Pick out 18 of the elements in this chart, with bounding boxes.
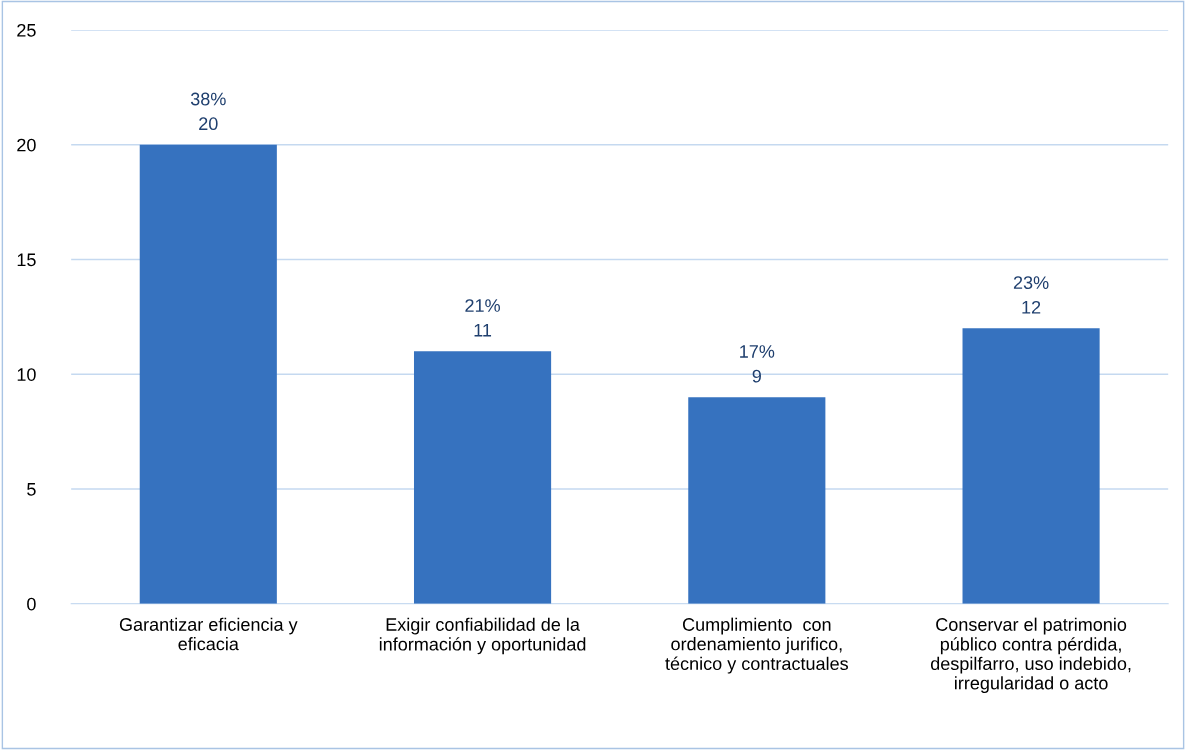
y-tick-label: 0 xyxy=(27,597,36,611)
x-tick-label: Garantizar eficiencia y eficacia xyxy=(119,617,298,651)
x-tick-label: Cumplimiento con ordenamiento jurifico, técnico y contractuales xyxy=(665,617,848,674)
y-tick-label: 25 xyxy=(17,23,36,37)
y-tick-label: 15 xyxy=(17,253,36,267)
bar xyxy=(139,144,277,604)
y-tick-label: 5 xyxy=(27,483,36,496)
data-label: 23% 12 xyxy=(1013,276,1049,314)
bar xyxy=(962,328,1100,604)
data-label: 17% 9 xyxy=(740,345,775,383)
data-label: 38% 20 xyxy=(190,92,226,131)
y-tick-label: 20 xyxy=(17,138,36,152)
x-tick-label: Exigir confiabilidad de la información y oportunidad xyxy=(379,617,586,655)
data-label: 21% 11 xyxy=(465,299,500,337)
bar xyxy=(413,351,552,604)
y-tick-label: 10 xyxy=(17,368,36,381)
bar xyxy=(688,397,826,604)
x-tick-label: Conservar el patrimonio público contra pérdida, despilfarro, uso indebido, irregularidad o acto xyxy=(930,617,1131,694)
